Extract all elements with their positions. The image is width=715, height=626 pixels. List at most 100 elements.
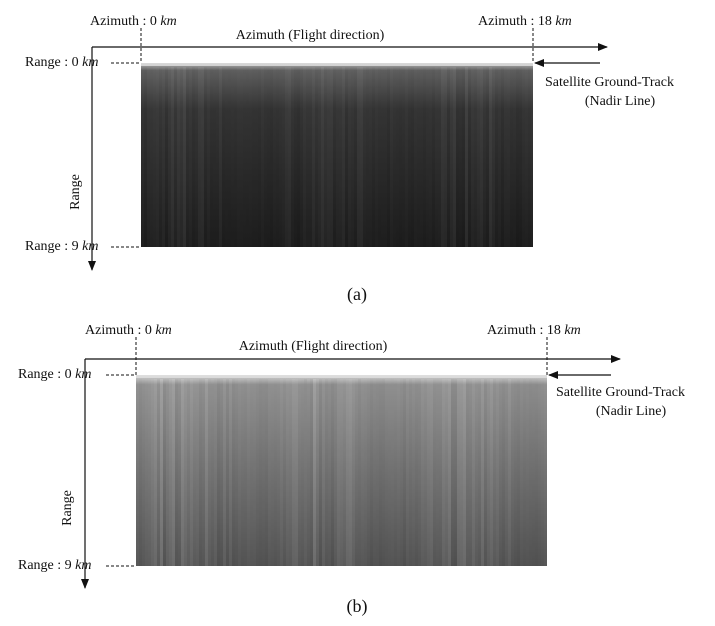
image-streak: [520, 379, 523, 566]
image-streak: [423, 67, 426, 247]
image-streak: [481, 379, 484, 566]
image-streak: [280, 379, 283, 566]
image-streak: [268, 379, 271, 566]
image-streak: [220, 379, 223, 566]
image-streak: [324, 67, 327, 247]
image-streak: [157, 379, 160, 566]
image-streak: [166, 379, 169, 566]
image-streak: [289, 379, 292, 566]
image-streak: [480, 67, 483, 247]
image-streak: [483, 67, 486, 247]
azimuth-start: Azimuth : 0 km: [90, 14, 177, 29]
image-streak: [522, 67, 525, 247]
image-streak: [183, 67, 186, 247]
image-streak: [484, 379, 487, 566]
image-streak: [304, 379, 307, 566]
image-streak: [387, 67, 390, 247]
image-streak: [151, 379, 154, 566]
image-streak: [271, 379, 274, 566]
image-streak: [330, 67, 333, 247]
image-streak: [472, 379, 475, 566]
image-streak: [381, 67, 384, 247]
image-streak: [396, 67, 399, 247]
image-streak: [450, 67, 453, 247]
image-streak: [535, 379, 538, 566]
image-streak: [418, 379, 421, 566]
image-streak: [424, 379, 427, 566]
image-streak: [528, 67, 531, 247]
image-streak: [174, 67, 177, 247]
range-end-unit: km: [75, 558, 91, 573]
image-streak: [259, 379, 262, 566]
image-streak: [465, 67, 468, 247]
range-axis-label: Range: [68, 174, 83, 210]
image-streak: [435, 67, 438, 247]
image-streak: [366, 67, 369, 247]
range-start-unit: km: [75, 367, 91, 382]
image-streak: [249, 67, 252, 247]
image-streak: [340, 379, 343, 566]
image-streak: [333, 67, 336, 247]
image-streak: [246, 67, 249, 247]
image-streak: [256, 379, 259, 566]
range-end-text: Range : 9: [18, 558, 72, 573]
image-streak: [360, 67, 363, 247]
image-streak: [490, 379, 493, 566]
image-streak: [214, 379, 217, 566]
image-streak: [241, 379, 244, 566]
image-streak: [469, 379, 472, 566]
image-streak: [474, 67, 477, 247]
image-streak: [339, 67, 342, 247]
image-streak: [232, 379, 235, 566]
range-end-text: Range : 9: [25, 239, 79, 254]
image-streak: [156, 67, 159, 247]
image-streak: [327, 67, 330, 247]
image-streak: [445, 379, 448, 566]
image-streak: [513, 67, 516, 247]
azimuth-end-text: Azimuth : 18: [487, 323, 561, 338]
image-streak: [477, 67, 480, 247]
image-streak: [486, 67, 489, 247]
image-streak: [190, 379, 193, 566]
image-streak: [160, 379, 163, 566]
image-streak: [301, 379, 304, 566]
image-streak: [139, 379, 142, 566]
image-streak: [489, 67, 492, 247]
image-streak: [184, 379, 187, 566]
sar-image: [136, 375, 547, 566]
image-streak: [399, 67, 402, 247]
image-streak: [238, 379, 241, 566]
image-streak: [505, 379, 508, 566]
image-streak: [519, 67, 522, 247]
image-streak: [454, 379, 457, 566]
image-streak: [367, 379, 370, 566]
image-streak: [352, 379, 355, 566]
image-streak: [438, 67, 441, 247]
image-streak: [468, 67, 471, 247]
image-streak: [496, 379, 499, 566]
image-streak: [252, 67, 255, 247]
image-streak: [415, 379, 418, 566]
image-streak: [295, 379, 298, 566]
image-streak: [210, 67, 213, 247]
image-streak: [447, 67, 450, 247]
image-streak: [270, 67, 273, 247]
image-streak: [181, 379, 184, 566]
image-streak: [453, 67, 456, 247]
image-streak: [204, 67, 207, 247]
image-streak: [150, 67, 153, 247]
range-start: Range : 0 km: [25, 55, 98, 70]
image-streak: [529, 379, 532, 566]
image-streak: [531, 67, 533, 247]
azimuth-start: Azimuth : 0 km: [85, 323, 172, 338]
image-streak: [390, 67, 393, 247]
image-streak: [525, 67, 528, 247]
image-streak: [198, 67, 201, 247]
image-streak: [276, 67, 279, 247]
image-streak: [199, 379, 202, 566]
image-streak: [159, 67, 162, 247]
image-streak: [517, 379, 520, 566]
image-streak: [345, 67, 348, 247]
image-streak: [334, 379, 337, 566]
